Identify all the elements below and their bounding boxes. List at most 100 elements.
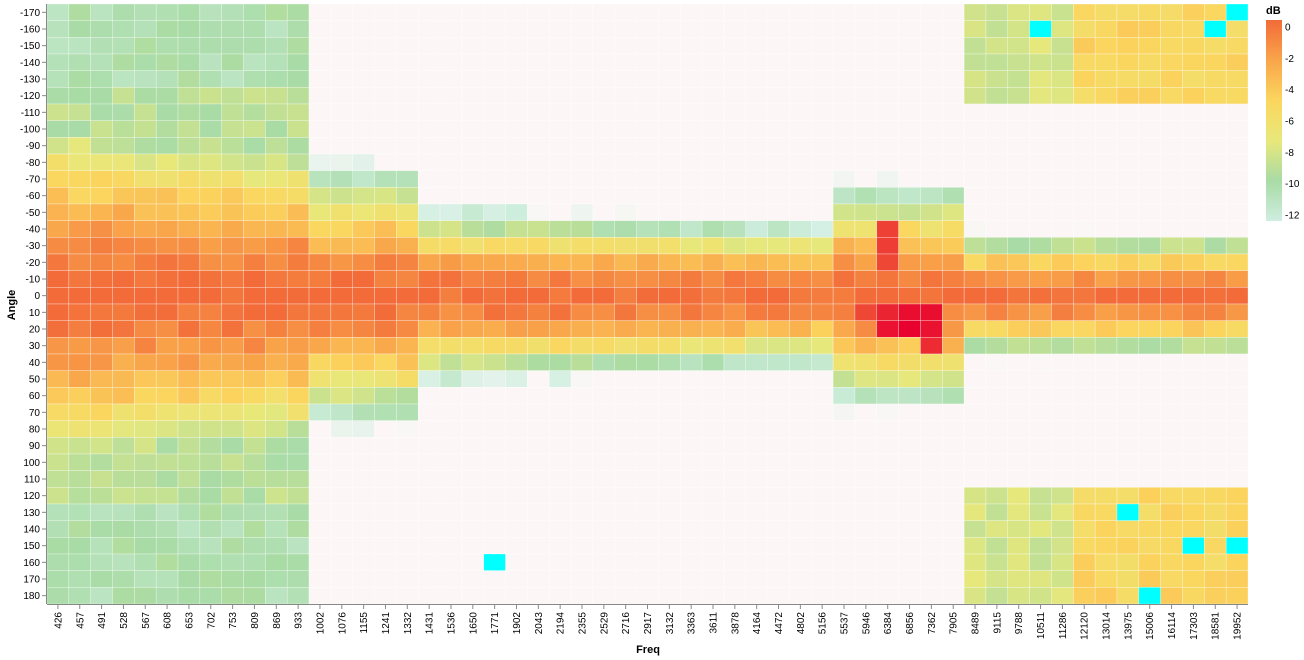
heatmap-cell	[1051, 20, 1074, 38]
heatmap-cell	[505, 170, 528, 188]
heatmap-cell	[723, 153, 747, 171]
heatmap-cell	[920, 470, 943, 488]
heatmap-cell	[1182, 337, 1205, 355]
heatmap-cell	[286, 320, 310, 338]
heatmap-cell	[614, 203, 637, 221]
heatmap-cell	[46, 387, 70, 405]
heatmap-cell	[1160, 487, 1183, 505]
heatmap-cell	[68, 387, 91, 405]
heatmap-cell	[789, 470, 812, 488]
heatmap-cell	[374, 420, 397, 438]
heatmap-cell	[112, 87, 135, 105]
heatmap-cell	[854, 403, 878, 421]
heatmap-cell	[1182, 537, 1205, 555]
heatmap-cell	[352, 87, 375, 105]
heatmap-cell	[1094, 453, 1118, 471]
heatmap-cell	[177, 237, 201, 255]
heatmap-cell	[505, 87, 528, 105]
heatmap-cell	[570, 253, 594, 271]
heatmap-cell	[177, 503, 201, 521]
heatmap-cell	[199, 320, 222, 338]
heatmap-cell	[789, 453, 812, 471]
heatmap-cell	[1007, 420, 1030, 438]
heatmap-cell	[112, 487, 135, 505]
heatmap-cell	[789, 420, 812, 438]
heatmap-cell	[832, 320, 856, 338]
heatmap-cell	[483, 120, 506, 138]
legend-gradient-bar	[1266, 20, 1282, 221]
heatmap-cell	[243, 120, 266, 138]
heatmap-cell	[221, 237, 244, 255]
heatmap-cell	[90, 237, 113, 255]
heatmap-cell	[1182, 20, 1205, 38]
heatmap-cell	[286, 3, 310, 21]
heatmap-cell	[1204, 253, 1227, 271]
heatmap-cell	[614, 570, 637, 588]
heatmap-cell	[701, 420, 725, 438]
heatmap-cell	[680, 553, 703, 571]
heatmap-cell	[745, 37, 768, 55]
heatmap-cell	[330, 137, 353, 155]
heatmap-cell	[1007, 320, 1030, 338]
heatmap-cell	[767, 137, 790, 155]
heatmap-cell	[658, 553, 681, 571]
heatmap-cell	[374, 587, 397, 605]
heatmap-cell	[155, 403, 179, 421]
heatmap-cell	[745, 587, 768, 605]
heatmap-cell	[527, 153, 550, 171]
heatmap-cell	[155, 20, 179, 38]
heatmap-cell	[1160, 153, 1183, 171]
heatmap-cell	[570, 287, 594, 305]
heatmap-cell	[745, 20, 768, 38]
heatmap-cell	[308, 87, 332, 105]
heatmap-cell	[942, 103, 965, 121]
heatmap-cell	[374, 137, 397, 155]
heatmap-cell	[243, 137, 266, 155]
heatmap-cell	[308, 587, 332, 605]
heatmap-cell	[1051, 387, 1074, 405]
heatmap-cell	[745, 253, 768, 271]
heatmap-cell	[483, 303, 506, 321]
heatmap-cell	[985, 20, 1009, 38]
heatmap-cell	[46, 253, 70, 271]
heatmap-cell	[701, 220, 725, 238]
heatmap-cell	[1204, 420, 1227, 438]
heatmap-cell	[548, 503, 572, 521]
heatmap-cell	[461, 437, 484, 455]
heatmap-cell	[592, 37, 615, 55]
heatmap-cell	[90, 103, 113, 121]
heatmap-cell	[876, 237, 899, 255]
heatmap-cell	[1094, 370, 1118, 388]
heatmap-cell	[876, 187, 899, 205]
heatmap-cell	[854, 570, 878, 588]
x-tick-label: 8489	[971, 612, 982, 635]
heatmap-cell	[1160, 220, 1183, 238]
heatmap-cell	[199, 153, 222, 171]
heatmap-cell	[767, 387, 790, 405]
heatmap-cell	[112, 287, 135, 305]
heatmap-cell	[636, 3, 659, 21]
heatmap-cell	[658, 3, 681, 21]
heatmap-cell	[636, 137, 659, 155]
heatmap-cell	[592, 470, 615, 488]
heatmap-cell	[1225, 120, 1249, 138]
heatmap-cell	[723, 370, 747, 388]
heatmap-cell	[1138, 237, 1161, 255]
heatmap-cell	[680, 570, 703, 588]
heatmap-cell	[1182, 420, 1205, 438]
heatmap-cell	[767, 37, 790, 55]
heatmap-cell	[417, 237, 441, 255]
heatmap-cell	[396, 187, 419, 205]
heatmap-cell	[68, 487, 91, 505]
heatmap-cell	[942, 237, 965, 255]
heatmap-cell	[68, 70, 91, 88]
heatmap-cell	[767, 87, 790, 105]
heatmap-cell	[658, 487, 681, 505]
heatmap-cell	[658, 20, 681, 38]
heatmap-cell	[1160, 70, 1183, 88]
heatmap-cell	[439, 137, 463, 155]
heatmap-cell	[308, 570, 332, 588]
heatmap-cell	[417, 570, 441, 588]
heatmap-cell	[636, 237, 659, 255]
heatmap-cell	[723, 453, 747, 471]
